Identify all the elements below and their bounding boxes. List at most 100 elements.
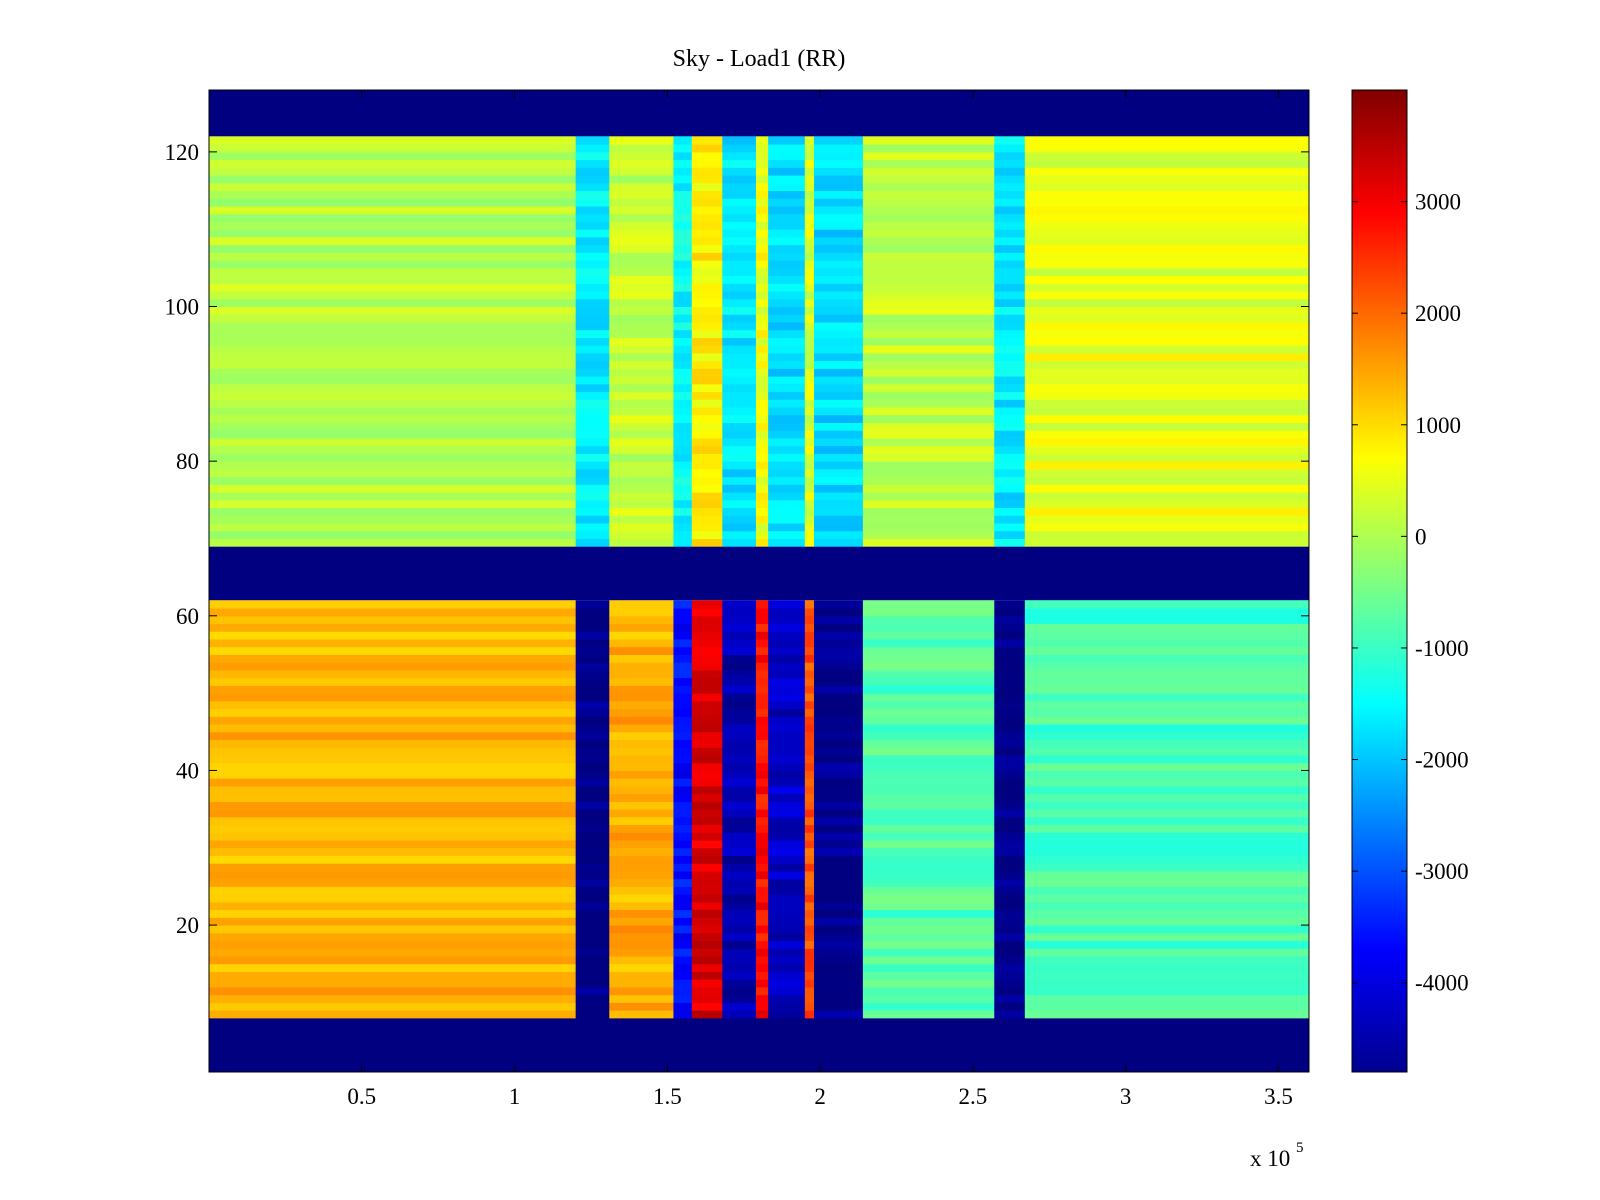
upper-band-cell	[209, 175, 577, 184]
upper-band-cell	[804, 329, 815, 338]
upper-band-cell	[691, 445, 723, 454]
lower-band-cell	[862, 754, 995, 764]
lower-band-cell	[209, 747, 577, 756]
lower-band-cell	[722, 956, 757, 965]
lower-band-cell	[755, 770, 769, 779]
lower-band-cell	[609, 956, 674, 965]
upper-band-cell	[673, 151, 693, 161]
upper-band-cell	[1024, 244, 1309, 253]
lower-band-cell	[994, 638, 1026, 648]
upper-band-cell	[609, 453, 674, 462]
lower-band-cell	[691, 909, 723, 918]
lower-band-cell	[691, 754, 723, 764]
lower-band-cell	[575, 840, 610, 849]
upper-band-cell	[862, 492, 995, 501]
lower-band-cell	[994, 623, 1026, 632]
lower-band-cell	[722, 646, 757, 655]
lower-band-cell	[862, 932, 995, 942]
upper-band-cell	[673, 329, 693, 338]
upper-band-cell	[209, 523, 577, 532]
lower-band-cell	[1024, 615, 1309, 625]
lower-band-cell	[691, 986, 723, 996]
lower-band-cell	[862, 956, 995, 965]
lower-band-cell	[1024, 646, 1309, 655]
upper-band-cell	[1024, 236, 1309, 246]
upper-band-cell	[814, 383, 864, 393]
upper-band-cell	[673, 205, 693, 215]
lower-band-cell	[1024, 979, 1309, 988]
lower-band-cell	[755, 940, 769, 949]
lower-band-cell	[691, 948, 723, 957]
upper-band-cell	[575, 229, 610, 238]
upper-band-cell	[673, 461, 693, 470]
colorbar-tick-label: -1000	[1415, 636, 1469, 661]
upper-band-cell	[1024, 291, 1309, 300]
lower-band-cell	[1024, 700, 1309, 710]
upper-band-cell	[755, 175, 769, 184]
lower-band-cell	[575, 754, 610, 764]
upper-band-cell	[768, 252, 806, 261]
lower-band-cell	[768, 925, 806, 934]
lower-band-cell	[209, 886, 577, 895]
upper-band-cell	[209, 267, 577, 277]
upper-band-cell	[722, 468, 757, 478]
upper-band-cell	[575, 298, 610, 308]
lower-band-cell	[673, 847, 693, 856]
upper-band-cell	[575, 515, 610, 524]
upper-band-cell	[575, 182, 610, 192]
lower-band-cell	[673, 971, 693, 980]
upper-band-cell	[814, 175, 864, 184]
lower-band-cell	[814, 801, 864, 810]
upper-band-cell	[691, 260, 723, 269]
upper-band-cell	[862, 530, 995, 539]
lower-band-cell	[722, 878, 757, 887]
upper-band-cell	[862, 291, 995, 300]
lower-band-cell	[209, 994, 577, 1003]
upper-band-cell	[814, 229, 864, 238]
lower-band-cell	[994, 708, 1026, 717]
lower-band-cell	[755, 901, 769, 911]
lower-band-cell	[609, 894, 674, 903]
upper-band-cell	[814, 414, 864, 423]
upper-band-cell	[575, 213, 610, 222]
x-tick-label: 3.5	[1264, 1084, 1293, 1109]
lower-band-cell	[862, 793, 995, 802]
upper-band-cell	[804, 236, 815, 246]
lower-band-cell	[814, 894, 864, 903]
lower-band-cell	[755, 809, 769, 818]
upper-band-cell	[814, 298, 864, 308]
lower-band-cell	[994, 662, 1026, 671]
upper-band-cell	[609, 430, 674, 439]
upper-band-cell	[994, 175, 1026, 184]
upper-band-cell	[994, 182, 1026, 192]
upper-band-cell	[691, 167, 723, 176]
upper-band-cell	[1024, 314, 1309, 323]
lower-band-cell	[673, 638, 693, 648]
upper-band-cell	[209, 352, 577, 362]
lower-band-cell	[575, 638, 610, 648]
upper-band-cell	[575, 159, 610, 168]
upper-band-cell	[755, 368, 769, 377]
upper-band-cell	[814, 190, 864, 199]
upper-band-cell	[673, 314, 693, 323]
lower-band-cell	[862, 832, 995, 841]
upper-band-cell	[804, 352, 815, 362]
upper-band-cell	[804, 484, 815, 493]
upper-band-cell	[1024, 468, 1309, 478]
upper-band-cell	[755, 499, 769, 509]
upper-band-cell	[862, 430, 995, 439]
upper-band-cell	[994, 236, 1026, 246]
lower-band-cell	[575, 878, 610, 887]
upper-band-cell	[209, 391, 577, 400]
lower-band-cell	[768, 793, 806, 802]
lower-band-cell	[814, 1010, 864, 1019]
lower-band-cell	[804, 608, 815, 617]
upper-band-cell	[691, 476, 723, 485]
upper-band-cell	[768, 492, 806, 501]
upper-band-cell	[768, 298, 806, 308]
lower-band-cell	[673, 716, 693, 725]
lower-band-cell	[209, 917, 577, 926]
lower-band-cell	[673, 932, 693, 942]
lower-band-cell	[209, 685, 577, 694]
upper-band-cell	[994, 414, 1026, 423]
